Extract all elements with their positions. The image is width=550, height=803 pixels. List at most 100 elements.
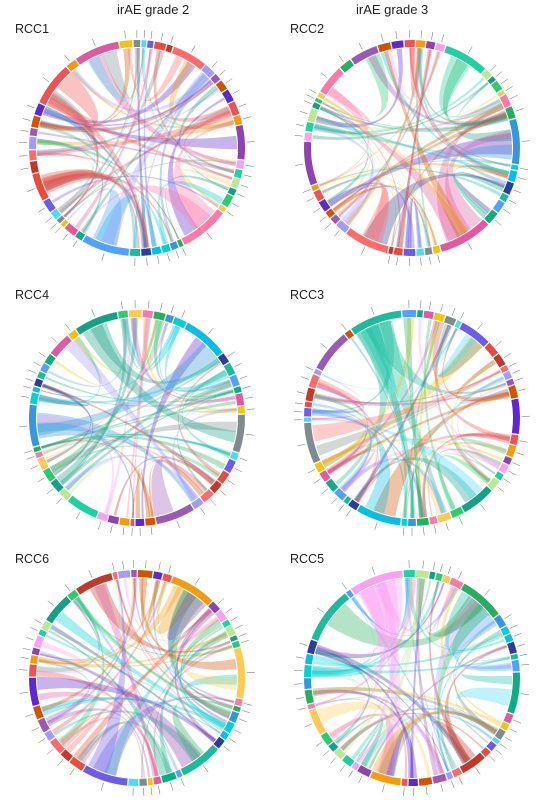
segment-tick (310, 89, 317, 93)
segment-tick (58, 759, 63, 765)
segment-tick (195, 578, 199, 585)
chord-segment (510, 654, 518, 660)
segment-tick (521, 694, 529, 695)
segment-tick (433, 562, 435, 570)
segment-tick (38, 208, 45, 212)
segment-tick (243, 117, 251, 119)
segment-tick (500, 744, 506, 749)
segment-tick (459, 517, 462, 524)
segment-tick (509, 363, 516, 367)
segment-tick (21, 396, 29, 397)
segment-tick (239, 633, 246, 636)
segment-tick (65, 585, 70, 591)
chord-panel-rcc4: RCC4 (5, 278, 270, 543)
segment-tick (300, 111, 308, 113)
chord-segment (512, 660, 520, 672)
segment-tick (420, 300, 421, 308)
chord-segment (510, 434, 519, 445)
segment-tick (226, 608, 232, 613)
chord-segment (230, 451, 239, 460)
segment-tick (517, 644, 525, 646)
segment-tick (381, 34, 383, 42)
chord-segment (230, 635, 238, 642)
segment-tick (316, 742, 323, 747)
segment-tick (441, 784, 443, 792)
segment-tick (403, 528, 404, 536)
segment-tick (468, 47, 472, 54)
segment-tick (48, 601, 54, 606)
segment-tick (514, 190, 521, 193)
segment-tick (515, 378, 523, 381)
segment-tick (160, 303, 162, 311)
chord-segment (29, 150, 37, 160)
chord-segment (143, 310, 154, 318)
chord-segment (508, 170, 518, 182)
chord-segment (507, 642, 517, 654)
segment-tick (451, 781, 454, 788)
segment-tick (429, 301, 430, 309)
segment-tick (26, 637, 34, 640)
segment-tick (296, 697, 304, 698)
segment-tick (157, 256, 158, 264)
segment-tick (171, 306, 173, 314)
segment-tick (516, 453, 524, 456)
segment-tick (331, 758, 337, 764)
chord-segment (236, 125, 245, 159)
segment-tick (51, 223, 57, 228)
segment-tick (246, 165, 254, 166)
chord-segment (416, 248, 424, 256)
chord-segment (45, 354, 56, 366)
chord-segment (316, 334, 348, 371)
segment-tick (158, 786, 160, 794)
segment-tick (496, 72, 502, 77)
chord-segment (416, 40, 426, 48)
chord-segment (394, 248, 403, 256)
segment-tick (245, 397, 253, 398)
chord-segment (401, 519, 407, 526)
chord-segment (222, 90, 234, 104)
segment-tick (125, 31, 126, 39)
segment-tick (359, 43, 363, 50)
segment-tick (518, 177, 526, 179)
chord-segment (417, 518, 429, 526)
segment-tick (27, 189, 34, 192)
chord-segment (161, 244, 171, 253)
segment-tick (243, 386, 251, 388)
segment-tick (296, 657, 304, 658)
chord-segment (304, 132, 312, 141)
chord-segment (67, 60, 79, 72)
chord-segment (511, 399, 520, 434)
segment-tick (496, 749, 502, 754)
segment-tick (233, 90, 240, 94)
segment-tick (234, 730, 241, 734)
segment-tick (509, 200, 516, 204)
chord-segment (119, 518, 129, 526)
segment-tick (47, 749, 53, 754)
chord-panel-rcc3: RCC3 (280, 278, 545, 543)
segment-tick (159, 562, 161, 570)
segment-tick (513, 370, 520, 373)
segment-tick (76, 512, 80, 519)
chord-segment (404, 40, 414, 47)
segment-tick (24, 451, 32, 453)
segment-tick (442, 34, 444, 42)
segment-tick (176, 251, 179, 258)
segment-tick (218, 598, 224, 603)
segment-tick (388, 256, 390, 264)
chord-segment (112, 572, 118, 580)
chord-segment (391, 40, 403, 49)
segment-tick (63, 234, 68, 240)
panel-label: RCC2 (290, 22, 324, 36)
chord-ribbons (37, 48, 237, 248)
segment-tick (51, 337, 57, 342)
chord-segment (504, 634, 513, 643)
chord-segment (435, 43, 445, 52)
chord-segment (425, 247, 433, 255)
segment-tick (39, 352, 46, 356)
chord-segment (501, 626, 510, 636)
segment-tick (339, 504, 344, 510)
segment-tick (171, 36, 173, 44)
chord-segment (138, 570, 153, 578)
segment-tick (229, 738, 236, 742)
segment-tick (306, 367, 313, 370)
